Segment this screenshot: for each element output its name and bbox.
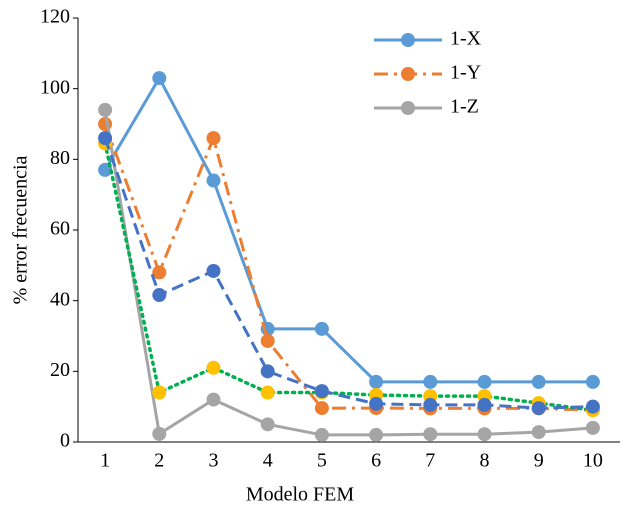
legend-marker (401, 101, 415, 115)
data-point (423, 374, 438, 389)
y-tick-label: 120 (40, 6, 70, 28)
series-line (103, 74, 593, 384)
x-tick-label: 7 (425, 450, 435, 472)
data-point (98, 102, 113, 117)
data-point (314, 427, 329, 442)
data-point (423, 427, 438, 442)
y-axis-title: % error frecuencia (10, 155, 32, 304)
data-point (98, 117, 113, 131)
data-point (206, 173, 221, 188)
data-point (585, 420, 600, 435)
data-point (206, 131, 221, 146)
data-point (260, 417, 275, 432)
x-tick-label: 5 (317, 450, 327, 472)
data-point (585, 374, 600, 389)
data-point (260, 385, 275, 400)
legend-marker (401, 67, 415, 81)
data-point (152, 265, 167, 280)
x-tick-label: 2 (154, 450, 164, 472)
data-point (98, 131, 113, 146)
series-line (103, 109, 594, 437)
legend-label: 1-X (450, 28, 482, 50)
data-point (585, 399, 600, 414)
x-tick-label: 8 (480, 450, 490, 472)
y-tick-label: 80 (50, 147, 70, 169)
y-tick-label: 20 (50, 359, 70, 381)
data-point (152, 385, 167, 400)
legend-marker (401, 33, 415, 47)
series-line (103, 123, 593, 412)
data-point (369, 396, 384, 411)
data-point (260, 364, 275, 379)
x-tick-label: 4 (263, 450, 273, 472)
x-tick-label: 10 (583, 450, 603, 472)
data-point (531, 374, 546, 389)
data-point (477, 374, 492, 389)
data-point (477, 397, 492, 412)
data-point (531, 425, 546, 440)
data-point (206, 360, 221, 375)
y-tick-label: 100 (40, 76, 70, 98)
data-point (314, 321, 329, 336)
data-point (206, 392, 221, 407)
data-point (314, 384, 329, 399)
y-tick-label: 60 (50, 218, 70, 240)
y-tick-label: 40 (50, 288, 70, 310)
data-point (260, 333, 275, 348)
x-tick-label: 3 (209, 450, 219, 472)
data-point (369, 427, 384, 442)
x-axis-title: Modelo FEM (246, 484, 355, 506)
data-point (369, 374, 384, 389)
data-point (152, 426, 167, 441)
data-point (152, 71, 167, 86)
legend-label: 1-Z (450, 96, 479, 118)
data-point (152, 288, 167, 303)
data-point (206, 263, 221, 278)
legend-label: 1-Y (450, 62, 481, 84)
y-tick-label: 0 (60, 430, 70, 452)
data-point (531, 401, 546, 416)
series-line (103, 141, 595, 412)
data-point (314, 401, 329, 416)
x-tick-label: 1 (100, 450, 110, 472)
series-line (103, 137, 593, 410)
data-point (423, 397, 438, 412)
x-tick-label: 6 (371, 450, 381, 472)
x-tick-label: 9 (534, 450, 544, 472)
data-point (477, 427, 492, 442)
